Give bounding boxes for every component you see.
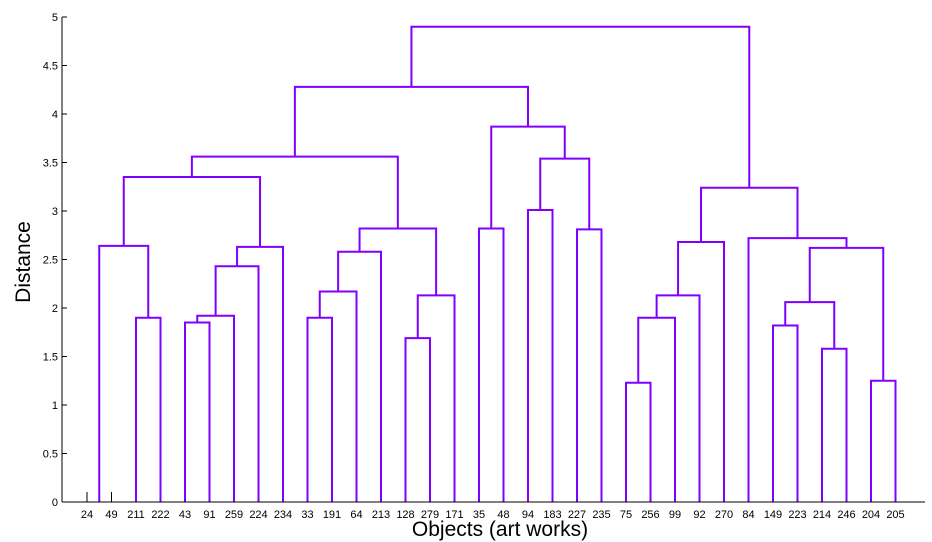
leaf-label: 246	[837, 509, 855, 521]
dendrogram-link	[318, 290, 358, 502]
x-axis-title: Objects (art works)	[412, 518, 588, 541]
dendrogram-link	[772, 324, 799, 502]
leaf-label: 171	[445, 509, 463, 521]
dendrogram-link	[135, 316, 162, 502]
dendrogram-link	[576, 228, 603, 502]
dendrogram-link	[306, 316, 333, 502]
y-axis-title: Distance	[12, 221, 35, 303]
dendrogram-link	[655, 294, 701, 502]
y-tick-label: 5	[52, 12, 58, 24]
dendrogram-link	[293, 85, 529, 157]
dendrogram-link	[625, 381, 652, 502]
leaf-label: 84	[742, 509, 754, 521]
leaf-label: 92	[693, 509, 705, 521]
dendrogram-link	[410, 25, 751, 188]
axes	[61, 17, 925, 503]
leaf-label: 214	[813, 509, 831, 521]
leaf-label: 43	[179, 509, 191, 521]
y-tick-label: 4.5	[43, 61, 58, 73]
leaf-label: 149	[764, 509, 782, 521]
dendrogram-link	[196, 314, 235, 502]
dendrogram-link	[821, 347, 848, 502]
leaf-label: 279	[421, 509, 439, 521]
dendrogram-link	[677, 241, 725, 502]
dendrogram-link	[236, 245, 284, 502]
dendrogram-link	[122, 176, 262, 247]
leaf-label: 204	[862, 509, 880, 521]
dendrogram-link	[478, 227, 505, 502]
leaf-label: 33	[301, 509, 313, 521]
y-tick-label: 3.5	[43, 158, 58, 170]
dendrogram-link	[527, 209, 554, 502]
dendrogram-link	[416, 294, 456, 502]
leaf-label: 183	[543, 509, 561, 521]
leaf-label: 99	[669, 509, 681, 521]
y-tick-label: 1.5	[43, 352, 58, 364]
y-tick-label: 4	[52, 109, 58, 121]
dendrogram-link	[700, 186, 799, 243]
y-tick-label: 2	[52, 303, 58, 315]
leaf-label: 256	[641, 509, 659, 521]
leaf-label: 75	[620, 509, 632, 521]
leaf-label: 24	[81, 509, 93, 521]
dendrogram-link	[637, 316, 676, 502]
leaf-label: 259	[225, 509, 243, 521]
dendrogram-links	[86, 25, 897, 502]
y-tick-label: 1	[52, 400, 58, 412]
leaf-label: 222	[151, 509, 169, 521]
x-axis-ticks: 24 49 211 222 43 91 259 224 234 33 191 64 213 128 279 1…	[81, 509, 905, 521]
leaf-label: 94	[522, 509, 534, 521]
dendrogram-link	[539, 157, 591, 230]
dendrogram-link	[184, 321, 211, 502]
dendrogram-link	[190, 155, 399, 229]
dendrogram-link	[358, 227, 438, 296]
y-tick-label: 2.5	[43, 255, 58, 267]
leaf-label: 191	[323, 509, 341, 521]
y-axis-ticks: 0 0.5 1 1.5 2 2.5 3 3.5 4 4.5 5	[43, 12, 67, 509]
leaf-label: 224	[249, 509, 267, 521]
leaf-label: 235	[592, 509, 610, 521]
dendrogram-link	[98, 244, 150, 502]
y-tick-label: 0.5	[43, 449, 58, 461]
dendrogram-link	[337, 250, 382, 502]
dendrogram-link	[404, 337, 431, 502]
leaf-label: 205	[886, 509, 904, 521]
y-tick-label: 3	[52, 206, 58, 218]
leaf-label: 270	[715, 509, 733, 521]
leaf-label: 213	[372, 509, 390, 521]
y-tick-label: 0	[52, 497, 58, 509]
leaf-label: 49	[105, 509, 117, 521]
leaf-label: 48	[497, 509, 509, 521]
leaf-label: 128	[396, 509, 414, 521]
leaf-label: 91	[203, 509, 215, 521]
leaf-label: 64	[350, 509, 362, 521]
dendrogram-link	[214, 265, 260, 502]
leaf-label: 35	[473, 509, 485, 521]
dendrogram-link	[870, 379, 897, 502]
leaf-label: 211	[127, 509, 145, 521]
leaf-label: 227	[568, 509, 586, 521]
leaf-label: 223	[788, 509, 806, 521]
leaf-label: 234	[274, 509, 292, 521]
